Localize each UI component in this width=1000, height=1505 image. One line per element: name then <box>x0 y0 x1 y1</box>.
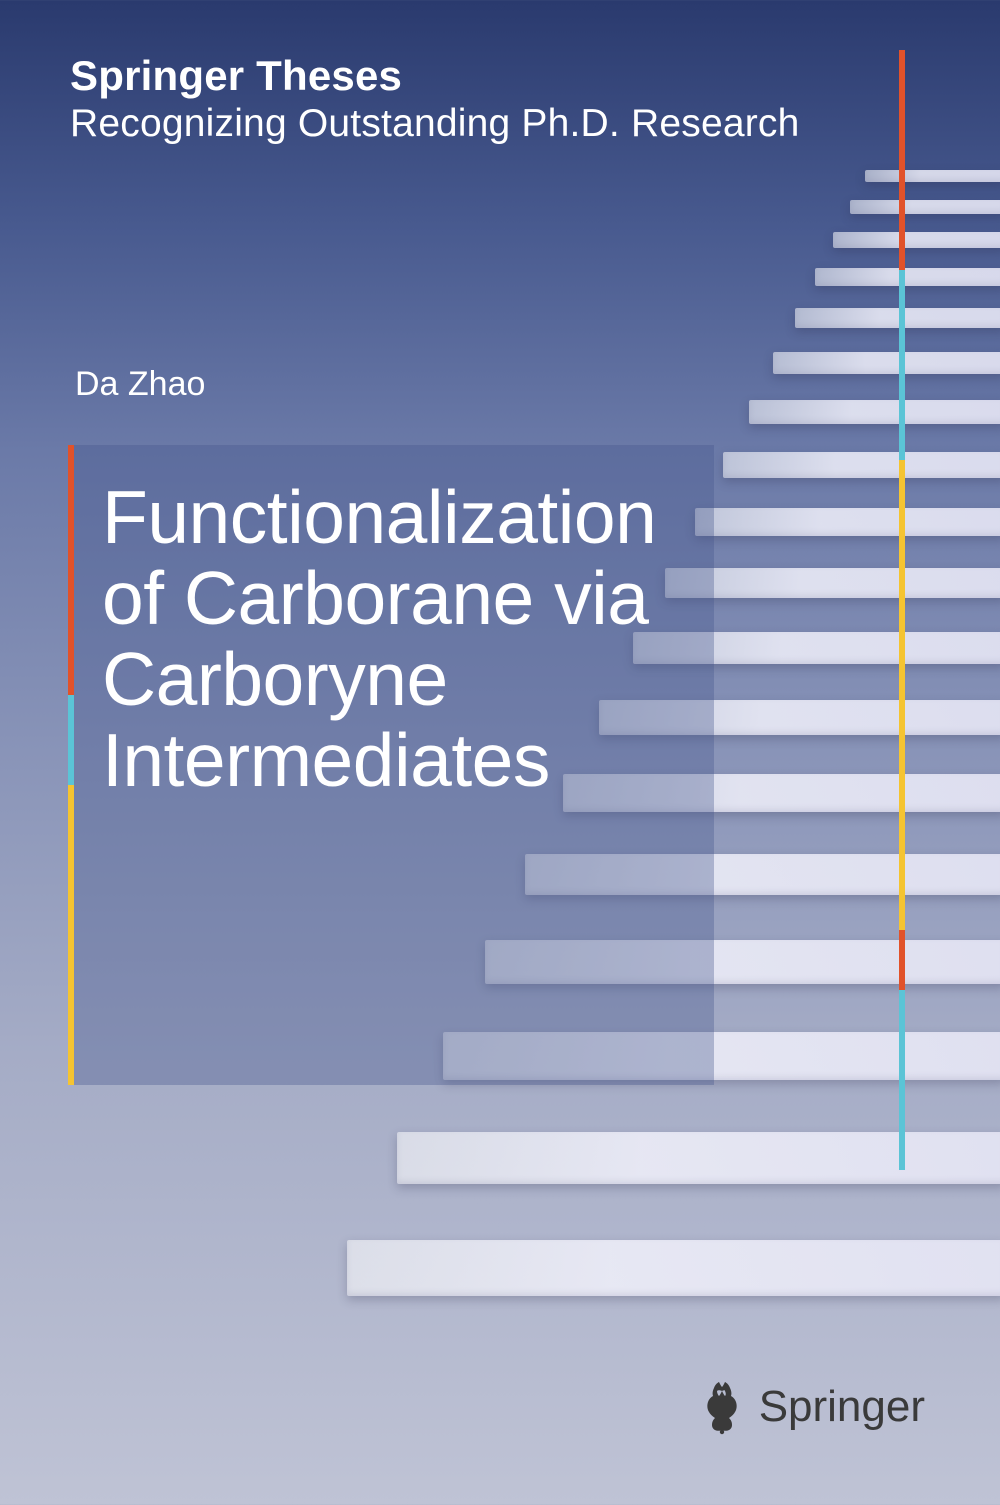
publisher-block: Springer <box>697 1379 925 1435</box>
color-segment <box>899 990 905 1170</box>
series-header: Springer Theses Recognizing Outstanding … <box>70 52 800 146</box>
stair-step <box>833 232 1000 248</box>
stair-step <box>795 308 1000 328</box>
stair-step <box>815 268 1000 286</box>
stair-step <box>665 568 1000 598</box>
stair-step <box>397 1132 1000 1184</box>
color-segment <box>899 270 905 460</box>
color-bar-right <box>899 50 905 1170</box>
publisher-name: Springer <box>759 1382 925 1432</box>
stair-step <box>773 352 1000 374</box>
stair-step <box>695 508 1000 536</box>
stair-step <box>865 170 1000 182</box>
book-title: Functionalization of Carborane via Carbo… <box>102 477 684 801</box>
stair-step <box>723 452 1000 478</box>
stair-step <box>749 400 1000 424</box>
series-subtitle: Recognizing Outstanding Ph.D. Research <box>70 102 800 146</box>
title-box: Functionalization of Carborane via Carbo… <box>74 445 714 1085</box>
author-name: Da Zhao <box>75 365 205 404</box>
springer-horse-icon <box>697 1379 747 1435</box>
stair-step <box>850 200 1000 214</box>
stair-step <box>347 1240 1000 1296</box>
series-title: Springer Theses <box>70 52 800 100</box>
color-segment <box>899 50 905 270</box>
color-segment <box>899 930 905 990</box>
color-segment <box>899 460 905 930</box>
